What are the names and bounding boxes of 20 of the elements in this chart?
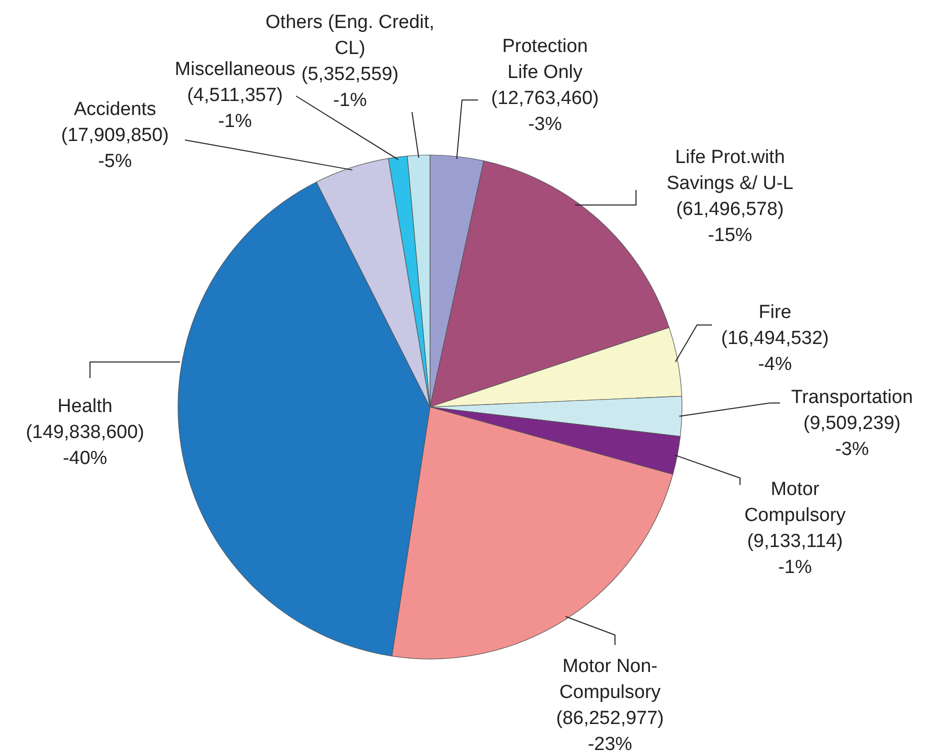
data-label: (4,511,357) -1% <box>187 85 283 132</box>
slice-label: Protection Life Only <box>502 36 588 83</box>
data-label: (17,909,850) -5% <box>61 125 169 172</box>
data-label: (149,838,600) -40% <box>26 422 144 469</box>
slice-label: Miscellaneous <box>174 59 296 80</box>
slice-label: Accidents <box>74 99 156 120</box>
data-label: (16,494,532) -4% <box>721 328 829 375</box>
data-label: (9,133,114) -1% <box>747 531 843 578</box>
slice-label: Health <box>58 396 112 417</box>
slice-label: Others (Eng. Credit, CL) <box>266 12 434 59</box>
data-label: (61,496,578) -15% <box>676 199 784 246</box>
data-label: (9,509,239) -3% <box>803 413 901 460</box>
slice-label: Life Prot.with Savings &/ U-L <box>666 147 794 194</box>
data-label: (86,252,977) -23% <box>556 708 664 753</box>
slice-label: Fire <box>758 302 792 323</box>
slice-label: Motor Compulsory <box>744 479 846 526</box>
slice-label: Transportation <box>791 387 913 408</box>
data-label: (5,352,559) -1% <box>301 64 399 111</box>
data-label: (12,763,460) -3% <box>491 88 599 135</box>
slice-label: Motor Non-Compulsory <box>559 656 662 703</box>
